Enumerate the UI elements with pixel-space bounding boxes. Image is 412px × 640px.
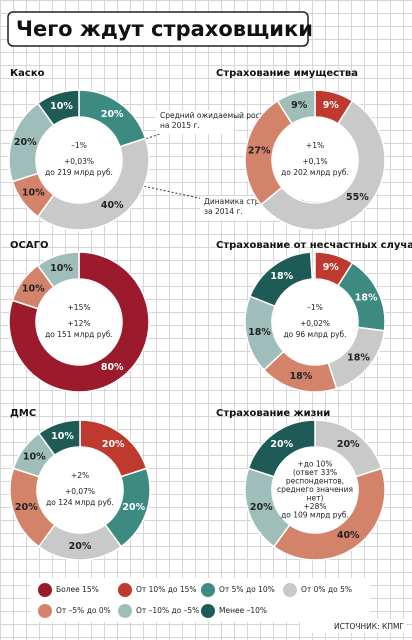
- value-label: 40%: [337, 530, 360, 541]
- donut-hole: [37, 118, 121, 202]
- legend-label: От –10% до –5%: [136, 606, 199, 615]
- center-text: +0,07%: [65, 487, 95, 496]
- value-label: 9%: [291, 100, 308, 111]
- donut-hole: [38, 448, 122, 532]
- center-text: +12%: [68, 319, 91, 328]
- legend-swatch: [118, 604, 132, 618]
- donut-segment: [276, 89, 316, 125]
- legend-label: От 5% до 10%: [219, 585, 275, 594]
- value-label: 55%: [346, 192, 369, 203]
- center-text: +0,1%: [302, 157, 327, 166]
- legend-swatch: [283, 583, 297, 597]
- chart-title: Каско: [10, 68, 45, 79]
- donut-segment: [36, 137, 150, 231]
- donut-hole: [273, 448, 357, 532]
- chart-title: Страхование имущества: [216, 68, 358, 79]
- value-label: 9%: [323, 262, 340, 273]
- legend-swatch: [201, 583, 215, 597]
- value-label: 18%: [248, 327, 271, 338]
- legend-swatch: [201, 604, 215, 618]
- center-text: нет): [307, 494, 324, 503]
- donut-segment: [260, 99, 386, 231]
- center-text: –1%: [307, 303, 323, 312]
- legend-label: Менее –10%: [219, 606, 267, 615]
- legend-swatch: [118, 583, 132, 597]
- value-label: 20%: [102, 439, 125, 450]
- donut-segment: [37, 419, 81, 457]
- chart-title: Страхование от несчастных случаев: [216, 240, 412, 251]
- source: ИСТОЧНИК: КПМГ: [334, 622, 404, 631]
- value-label: 18%: [270, 271, 293, 282]
- center-text: до 202 млрд руб.: [281, 168, 349, 177]
- value-label: 20%: [122, 502, 145, 513]
- value-label: 27%: [248, 146, 271, 157]
- legend-label: От 10% до 15%: [136, 585, 197, 594]
- center-text: (ответ 33%: [293, 468, 337, 477]
- center-text: среднего значения: [277, 485, 353, 494]
- value-label: 20%: [101, 109, 124, 120]
- legend-label: Более 15%: [56, 585, 99, 594]
- chart-title: ДМС: [10, 408, 36, 419]
- annotation-box: [156, 110, 234, 134]
- source-box: [300, 619, 406, 633]
- legend-swatch: [38, 583, 52, 597]
- value-label: 40%: [101, 200, 124, 211]
- chart-title: ОСАГО: [10, 240, 48, 251]
- center-text: +0,03%: [64, 157, 94, 166]
- center-text: до 151 млрд руб.: [45, 330, 113, 339]
- page-title: Чего ждут страховщики: [16, 17, 313, 41]
- center-text: до 219 млрд руб.: [45, 168, 113, 177]
- center-text: +28%: [304, 502, 327, 511]
- center-text: +до 10%: [297, 460, 332, 469]
- value-label: 20%: [69, 541, 92, 552]
- donut-segment: [36, 89, 80, 127]
- legend-label: От –5% до 0%: [56, 606, 111, 615]
- legend-label: От 0% до 5%: [301, 585, 352, 594]
- value-label: 20%: [337, 439, 360, 450]
- value-label: 20%: [15, 502, 38, 513]
- donut-segment: [247, 419, 316, 478]
- center-text: респондентов,: [286, 477, 344, 486]
- value-label: 18%: [355, 292, 378, 303]
- center-text: +2%: [71, 471, 89, 480]
- donut-segment: [8, 251, 150, 393]
- value-label: 10%: [50, 101, 73, 112]
- value-label: 20%: [14, 137, 37, 148]
- value-label: 18%: [290, 371, 313, 382]
- donut-hole: [273, 280, 357, 364]
- annotation: Средний ожидаемый рост на 2015 г.: [160, 111, 265, 130]
- title-box: [7, 11, 309, 47]
- chart-title: Страхование жизни: [216, 408, 330, 419]
- donut-segment: [272, 467, 386, 561]
- center-text: до 109 млрд руб.: [281, 511, 349, 520]
- center-text: +15%: [68, 303, 91, 312]
- value-label: 20%: [250, 502, 273, 513]
- center-text: +1%: [306, 141, 324, 150]
- value-label: 10%: [22, 283, 45, 294]
- value-label: 10%: [23, 451, 46, 462]
- center-text: –1%: [71, 141, 87, 150]
- value-label: 10%: [22, 188, 45, 199]
- value-label: 18%: [347, 353, 370, 364]
- center-text: до 124 млрд руб.: [46, 498, 114, 507]
- center-text: +0,02%: [300, 319, 330, 328]
- value-label: 20%: [270, 439, 293, 450]
- donut-segment: [248, 251, 314, 308]
- donut-segment: [36, 251, 80, 289]
- value-label: 10%: [50, 263, 73, 274]
- value-label: 9%: [323, 100, 340, 111]
- value-label: 10%: [51, 431, 74, 442]
- legend-box: [30, 578, 370, 622]
- value-label: 80%: [101, 362, 124, 373]
- donut-hole: [37, 280, 121, 364]
- donut-hole: [273, 118, 357, 202]
- center-text: до 96 млрд руб.: [283, 330, 346, 339]
- legend-swatch: [38, 604, 52, 618]
